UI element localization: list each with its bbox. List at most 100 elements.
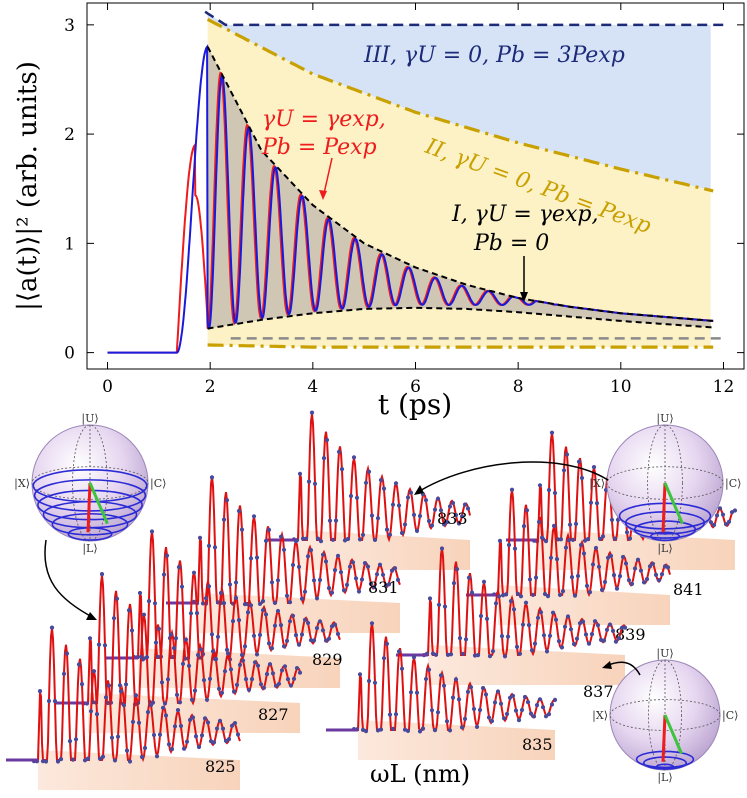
trace-data-point — [236, 732, 240, 736]
trace-data-point — [524, 601, 528, 605]
trace-data-point — [131, 720, 135, 724]
trace-data-point — [150, 529, 154, 533]
red-vector — [663, 483, 665, 532]
trace-data-point — [250, 677, 254, 681]
trace-data-point — [582, 551, 586, 555]
trace-data-point — [198, 536, 202, 540]
trace-data-point — [363, 561, 367, 565]
waterfall-x-label: ωL (nm) — [370, 760, 470, 788]
trace-data-point — [561, 589, 565, 593]
state-label-L: |L⟩ — [82, 542, 97, 556]
trace-data-point — [307, 480, 311, 484]
trace-data-point — [162, 573, 166, 577]
trace-data-point — [351, 560, 355, 564]
trace-data-point — [237, 509, 241, 513]
trace-data-point — [472, 707, 476, 711]
trace-data-point — [289, 683, 293, 687]
trace-data-point — [373, 538, 377, 542]
trace-data-point — [77, 662, 81, 666]
state-label-U: |U⟩ — [81, 412, 98, 426]
trace-data-point — [292, 677, 296, 681]
trace-data-point — [385, 528, 389, 532]
trace-data-point — [124, 682, 128, 686]
trace-data-point — [531, 593, 535, 597]
trace-data-point — [321, 628, 325, 632]
trace-data-point — [513, 547, 517, 551]
trace-shade — [198, 593, 400, 633]
trace-data-point — [127, 608, 131, 612]
state-label-L: |L⟩ — [657, 771, 672, 785]
state-label-U: |U⟩ — [656, 647, 673, 661]
trace-data-point — [166, 677, 170, 681]
trace-data-point — [225, 648, 229, 652]
trace-data-point — [526, 700, 530, 704]
trace-data-point — [227, 737, 231, 741]
trace-data-point — [615, 587, 619, 591]
trace-data-point — [505, 712, 509, 716]
trace-data-point — [625, 530, 629, 534]
trace-data-point — [241, 659, 245, 663]
trace-label-835: 835 — [522, 735, 553, 754]
trace-data-point — [318, 619, 322, 623]
trace-data-point — [366, 565, 370, 569]
trace-data-point — [215, 726, 219, 730]
trace-data-point — [288, 600, 292, 604]
trace-data-point — [149, 703, 153, 707]
trace-data-point — [451, 501, 455, 505]
trace-data-point — [590, 632, 594, 636]
trace-835: 835 — [326, 621, 557, 760]
trace-label-827: 827 — [258, 705, 289, 724]
trace-data-point — [200, 733, 204, 737]
trace-data-point — [540, 536, 544, 540]
trace-data-point — [294, 633, 298, 637]
trace-data-point — [214, 657, 218, 661]
trace-data-point — [467, 576, 471, 580]
trace-data-point — [118, 683, 122, 687]
trace-data-point — [455, 567, 459, 571]
trace-data-point — [309, 548, 313, 552]
trace-data-point — [533, 642, 537, 646]
trace-data-point — [312, 578, 316, 582]
trace-data-point — [325, 438, 329, 442]
trace-data-point — [484, 692, 488, 696]
trace-data-point — [315, 596, 319, 600]
trace-data-point — [361, 533, 365, 537]
trace-data-point — [602, 639, 606, 643]
trace-data-point — [617, 636, 621, 640]
trace-label-829: 829 — [312, 650, 343, 669]
trace-data-point — [206, 720, 210, 724]
trace-data-point — [503, 654, 507, 658]
trace-data-point — [440, 546, 444, 550]
trace-data-point — [573, 594, 577, 598]
trace-data-point — [519, 594, 523, 598]
bloch-sphere-1: |U⟩ |X⟩ |C⟩ |L⟩ — [14, 412, 166, 556]
trace-data-point — [226, 651, 230, 655]
trace-data-point — [303, 618, 307, 622]
trace-data-point — [382, 487, 386, 491]
trace-data-point — [192, 571, 196, 575]
trace-data-point — [415, 529, 419, 533]
trace-data-point — [517, 718, 521, 722]
trace-data-point — [393, 566, 397, 570]
trace-data-point — [255, 556, 259, 560]
trace-data-point — [74, 737, 78, 741]
trace-data-point — [232, 690, 236, 694]
trace-data-point — [244, 677, 248, 681]
trace-data-point — [564, 546, 568, 550]
trace-data-point — [428, 596, 432, 600]
trace-data-point — [68, 739, 72, 743]
trace-data-point — [255, 652, 259, 656]
trace-data-point — [92, 669, 96, 673]
trace-data-point — [566, 614, 570, 618]
trace-data-point — [535, 703, 539, 707]
trace-data-point — [570, 575, 574, 579]
trace-data-point — [331, 538, 335, 542]
trace-data-point — [490, 719, 494, 723]
trace-data-point — [586, 537, 590, 541]
trace-data-point — [499, 702, 503, 706]
trace-data-point — [520, 708, 524, 712]
trace-data-point — [155, 754, 159, 758]
trace-data-point — [532, 714, 536, 718]
trace-data-point — [654, 573, 658, 577]
trace-data-point — [322, 456, 326, 460]
